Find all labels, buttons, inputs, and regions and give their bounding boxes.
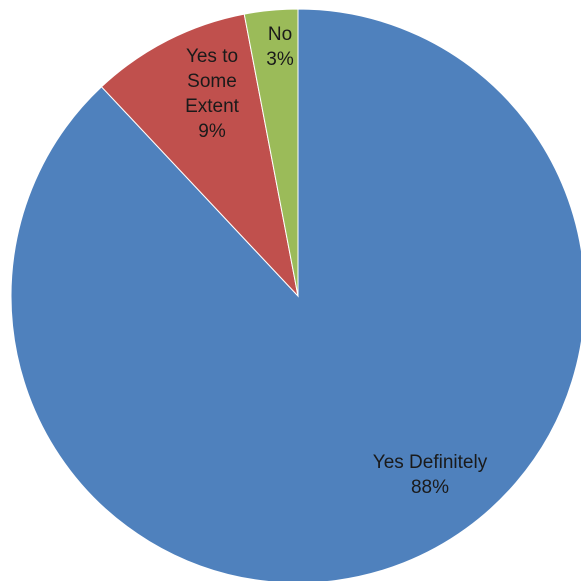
pie-slices xyxy=(10,8,581,581)
data-label-line: Yes Definitely xyxy=(373,452,488,473)
data-label-line: Yes to xyxy=(186,46,238,67)
data-label-line: 9% xyxy=(198,121,226,142)
data-label-yes-to-some-extent: Yes to Some Extent 9% xyxy=(185,46,240,142)
data-label-line: Some xyxy=(187,71,237,92)
pie-slice-yes-to-some-extent xyxy=(100,13,299,298)
pie-slice-yes-definitely xyxy=(10,8,581,581)
data-label-line: Extent xyxy=(185,96,240,117)
data-label-line: No xyxy=(268,24,292,45)
data-label-line: 88% xyxy=(411,477,449,498)
data-label-yes-definitely: Yes Definitely 88% xyxy=(373,452,488,498)
pie-data-labels: Yes Definitely 88% Yes to Some Extent 9% No 3% xyxy=(185,24,488,498)
data-label-line: 3% xyxy=(266,49,294,70)
data-label-no: No 3% xyxy=(266,24,294,70)
pie-slice-no xyxy=(243,8,299,297)
